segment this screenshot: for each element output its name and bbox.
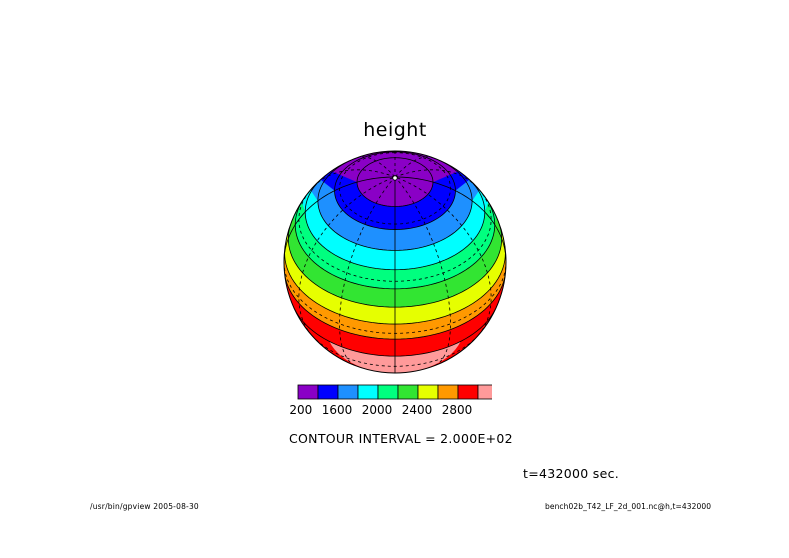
meridian-3 [394, 176, 506, 263]
meridian-9 [284, 176, 396, 263]
meridian-4 [394, 169, 477, 187]
colorbar-tick-label: 2400 [402, 403, 433, 417]
pole-marker [392, 175, 398, 181]
meridian-10 [298, 176, 396, 336]
colorbar-swatch [337, 384, 359, 400]
colorbar-tick-label: 1600 [322, 403, 353, 417]
globe-map [283, 150, 507, 374]
meridian-2 [394, 176, 492, 336]
plot-title: height [363, 119, 427, 141]
colorbar-swatch [417, 384, 439, 400]
colorbar-swatch [397, 384, 419, 400]
colorbar-tick-label: 2000 [362, 403, 393, 417]
footer-source-file: bench02b_T42_LF_2d_001.nc@h,t=432000 [545, 502, 712, 511]
colorbar-tick-label: 2800 [442, 403, 473, 417]
colorbar-swatch [477, 384, 492, 400]
footer-program-date: /usr/bin/gpview 2005-08-30 [90, 502, 199, 511]
colorbar-swatch [297, 384, 319, 400]
meridian-8 [313, 169, 396, 187]
colorbar-swatch [457, 384, 479, 400]
contour-interval-label: CONTOUR INTERVAL = 2.000E+02 [289, 431, 513, 446]
colorbar: 1200 1600 2000 2400 2800 [290, 384, 492, 417]
meridian-7 [356, 156, 396, 178]
meridian-5 [394, 156, 434, 178]
colorbar-swatch [437, 384, 459, 400]
colorbar-tick-label: 1200 [290, 403, 312, 417]
time-label: t=432000 sec. [523, 466, 620, 481]
meridian-11 [339, 176, 396, 366]
colorbar-swatch [357, 384, 379, 400]
meridian-1 [394, 176, 451, 366]
globe-outline [283, 150, 507, 374]
colorbar-swatch [317, 384, 339, 400]
colorbar-swatch [377, 384, 399, 400]
